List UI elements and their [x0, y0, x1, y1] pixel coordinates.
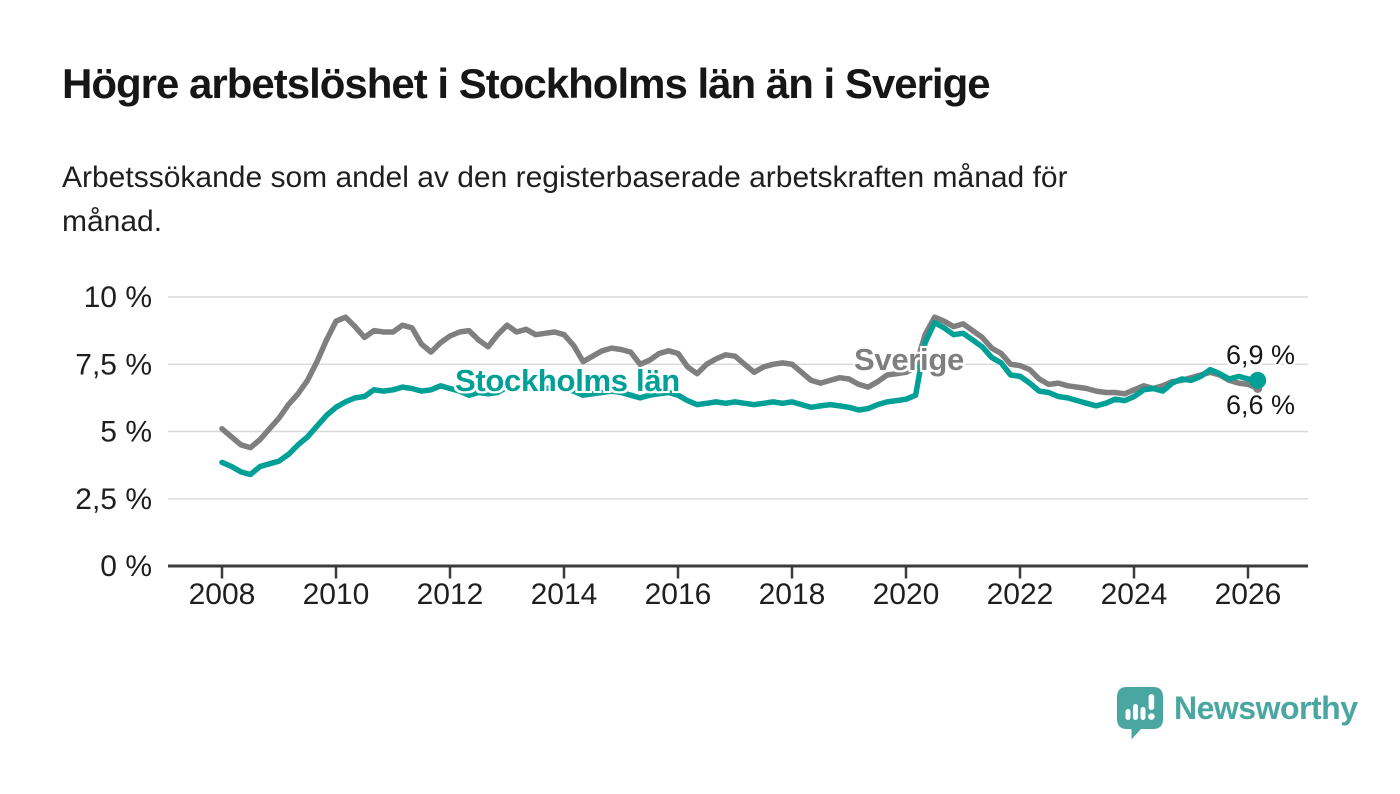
- page-title: Högre arbetslöshet i Stockholms län än i…: [62, 60, 991, 107]
- x-axis-tick-label: 2026: [1215, 578, 1282, 611]
- newsworthy-wordmark: Newsworthy: [1174, 690, 1358, 726]
- end-value-sverige: 6,6 %: [1226, 390, 1296, 420]
- y-axis-tick-label: 7,5 %: [75, 348, 152, 381]
- x-axis-tick-label: 2024: [1101, 578, 1168, 611]
- y-axis-tick-label: 2,5 %: [75, 483, 152, 516]
- newsworthy-icon: [1117, 687, 1163, 740]
- x-axis-tick-label: 2014: [531, 578, 598, 611]
- x-axis-tick-label: 2022: [987, 578, 1054, 611]
- x-axis-tick-label: 2012: [417, 578, 484, 611]
- series-end-dot-stockholms-lan: [1249, 371, 1267, 389]
- y-axis-tick-label: 0 %: [100, 550, 152, 583]
- y-axis-tick-label: 10 %: [84, 281, 152, 314]
- series-label-sverige: Sverige: [854, 342, 964, 377]
- x-axis-tick-label: 2010: [303, 578, 370, 611]
- x-axis-tick-label: 2008: [189, 578, 256, 611]
- chart-subtitle: Arbetssökande som andel av den registerb…: [62, 161, 1068, 238]
- series-line-stockholms-lan: [219, 319, 1261, 478]
- end-value-stockholms-lan: 6,9 %: [1226, 340, 1296, 370]
- series-label-stockholms-lan: Stockholms län: [455, 363, 680, 398]
- x-axis-tick-label: 2018: [759, 578, 826, 611]
- x-axis-tick-label: 2016: [645, 578, 712, 611]
- y-axis-tick-label: 5 %: [100, 416, 152, 449]
- newsworthy-logo: Newsworthy: [1116, 686, 1358, 744]
- x-axis-tick-label: 2020: [873, 578, 940, 611]
- series-line-sverige: [219, 314, 1261, 451]
